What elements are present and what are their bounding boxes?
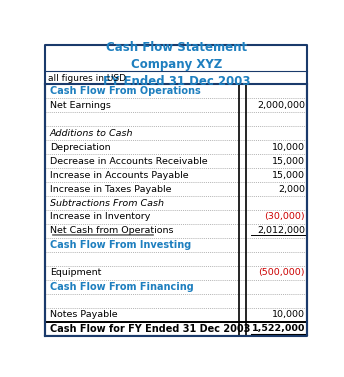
Text: Notes Payable: Notes Payable	[50, 310, 117, 319]
Text: Net Cash from Operations: Net Cash from Operations	[50, 227, 173, 235]
Text: Cash Flow From Operations: Cash Flow From Operations	[50, 86, 201, 97]
Text: all figures in USD: all figures in USD	[48, 74, 126, 83]
Text: Increase in Accounts Payable: Increase in Accounts Payable	[50, 171, 188, 179]
Text: 2,000,000: 2,000,000	[257, 101, 305, 110]
Text: Additions to Cash: Additions to Cash	[50, 129, 133, 138]
Text: 15,000: 15,000	[272, 157, 305, 166]
Text: FY Ended 31 Dec 2003: FY Ended 31 Dec 2003	[103, 75, 250, 88]
Text: Increase in Inventory: Increase in Inventory	[50, 213, 150, 221]
Text: 1,522,000: 1,522,000	[251, 324, 305, 333]
Text: (500,000): (500,000)	[258, 268, 305, 277]
Text: 10,000: 10,000	[272, 143, 305, 152]
Text: Decrease in Accounts Receivable: Decrease in Accounts Receivable	[50, 157, 207, 166]
Text: Depreciation: Depreciation	[50, 143, 110, 152]
Text: Subtractions From Cash: Subtractions From Cash	[50, 199, 164, 207]
Text: Cash Flow From Financing: Cash Flow From Financing	[50, 282, 193, 292]
Text: 2,000: 2,000	[278, 185, 305, 193]
Text: 2,012,000: 2,012,000	[257, 227, 305, 235]
Text: Cash Flow From Investing: Cash Flow From Investing	[50, 240, 191, 250]
Text: (30,000): (30,000)	[264, 213, 305, 221]
Text: Cash Flow for FY Ended 31 Dec 2003: Cash Flow for FY Ended 31 Dec 2003	[50, 323, 250, 334]
Text: Net Earnings: Net Earnings	[50, 101, 110, 110]
Text: 15,000: 15,000	[272, 171, 305, 179]
Text: Company XYZ: Company XYZ	[131, 58, 222, 71]
Text: 10,000: 10,000	[272, 310, 305, 319]
Text: Cash Flow Statement: Cash Flow Statement	[106, 41, 247, 55]
Text: Equipment: Equipment	[50, 268, 101, 277]
Text: Increase in Taxes Payable: Increase in Taxes Payable	[50, 185, 171, 193]
